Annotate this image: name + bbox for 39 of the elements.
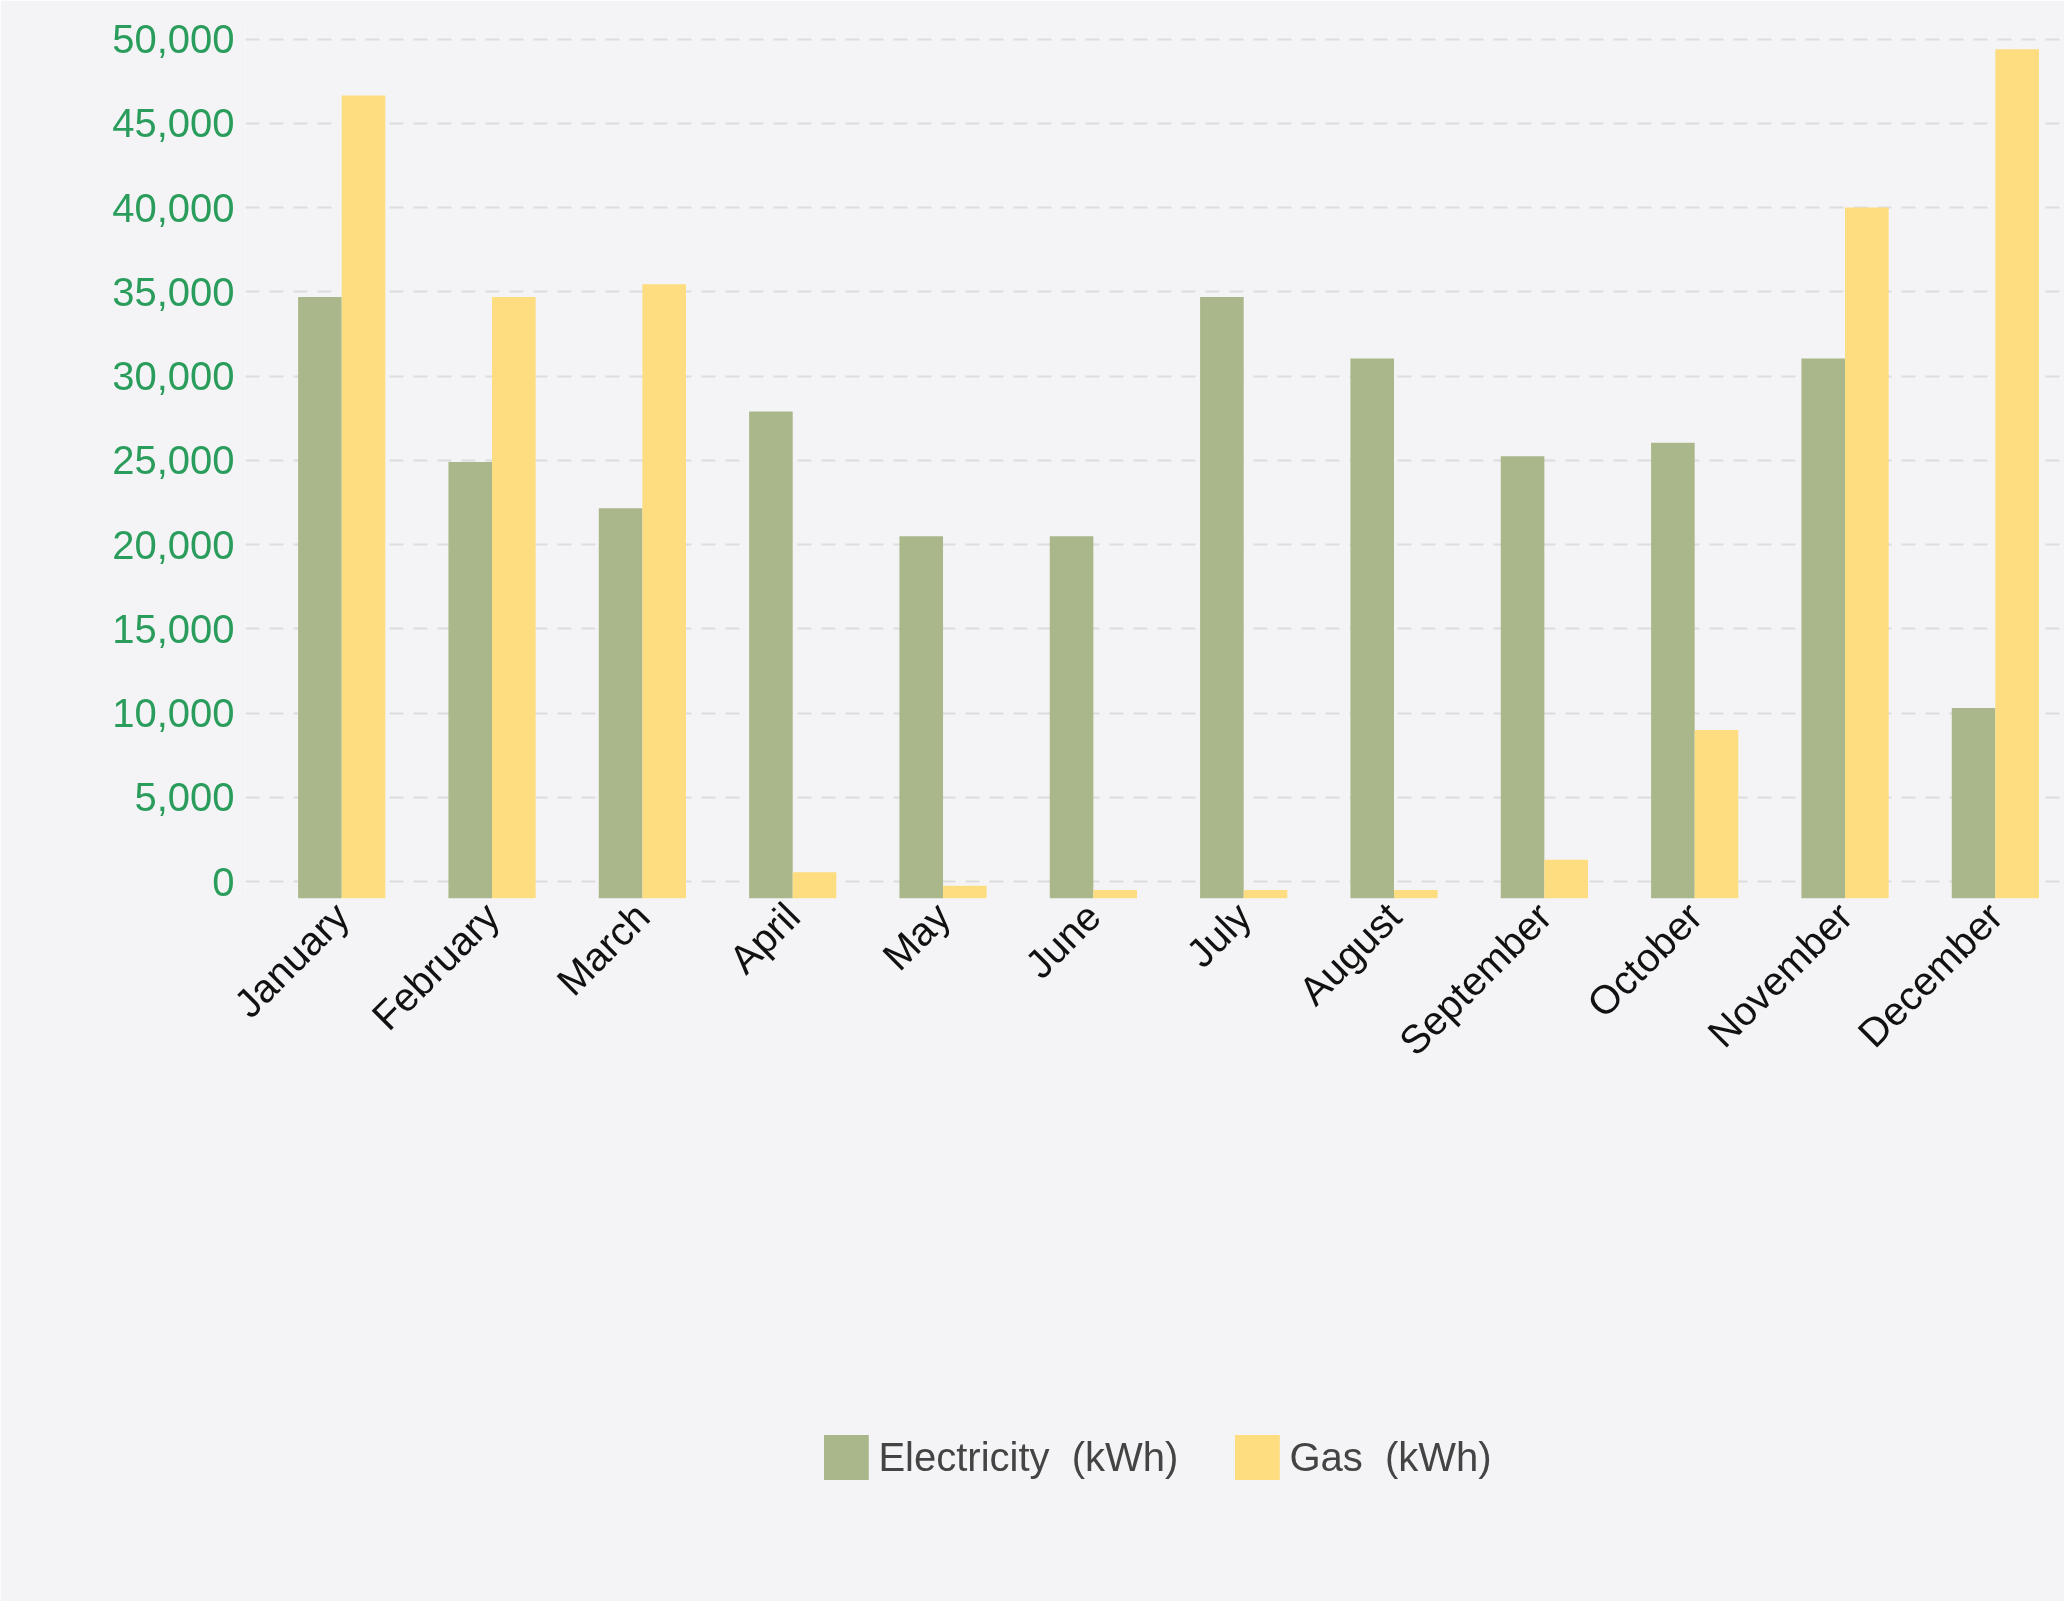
bar: [1200, 296, 1244, 899]
bar: [1651, 442, 1695, 899]
bar: [1544, 859, 1588, 899]
bar: [749, 411, 793, 899]
bar: [1350, 358, 1395, 899]
bar: [1093, 890, 1137, 899]
bar: [1243, 890, 1288, 899]
y-tick-label: 5,000: [134, 775, 235, 820]
bar: [341, 95, 386, 899]
bar: [298, 296, 342, 899]
bar: [1951, 708, 1996, 899]
bar: [598, 508, 643, 899]
y-tick-label: 15,000: [112, 606, 235, 651]
legend-label: Electricity (kWh): [878, 1434, 1179, 1480]
bar: [1500, 456, 1545, 899]
bar: [899, 536, 944, 899]
bar: [1845, 207, 1889, 899]
bar: [943, 885, 987, 899]
y-tick-label: 35,000: [112, 269, 235, 314]
bar: [1801, 358, 1846, 899]
y-tick-label: 30,000: [112, 354, 235, 399]
legend-label: Gas (kWh): [1289, 1434, 1492, 1480]
y-tick-label: 20,000: [112, 522, 235, 567]
y-tick-label: 10,000: [112, 691, 235, 736]
bar: [1049, 536, 1094, 899]
bar: [448, 462, 493, 899]
y-tick-label: 40,000: [112, 185, 235, 230]
bar: [1694, 729, 1739, 899]
y-tick-label: 50,000: [112, 17, 235, 62]
bar: [1995, 49, 2039, 899]
y-tick-label: 0: [212, 859, 235, 904]
bar: [642, 284, 686, 899]
y-tick-label: 45,000: [112, 101, 235, 146]
x-tick-label: May: [874, 893, 959, 979]
bar: [792, 872, 837, 899]
bar: [492, 296, 536, 899]
x-tick-label: July: [1177, 893, 1260, 976]
bar: [1394, 890, 1438, 899]
y-tick-label: 25,000: [112, 438, 235, 483]
